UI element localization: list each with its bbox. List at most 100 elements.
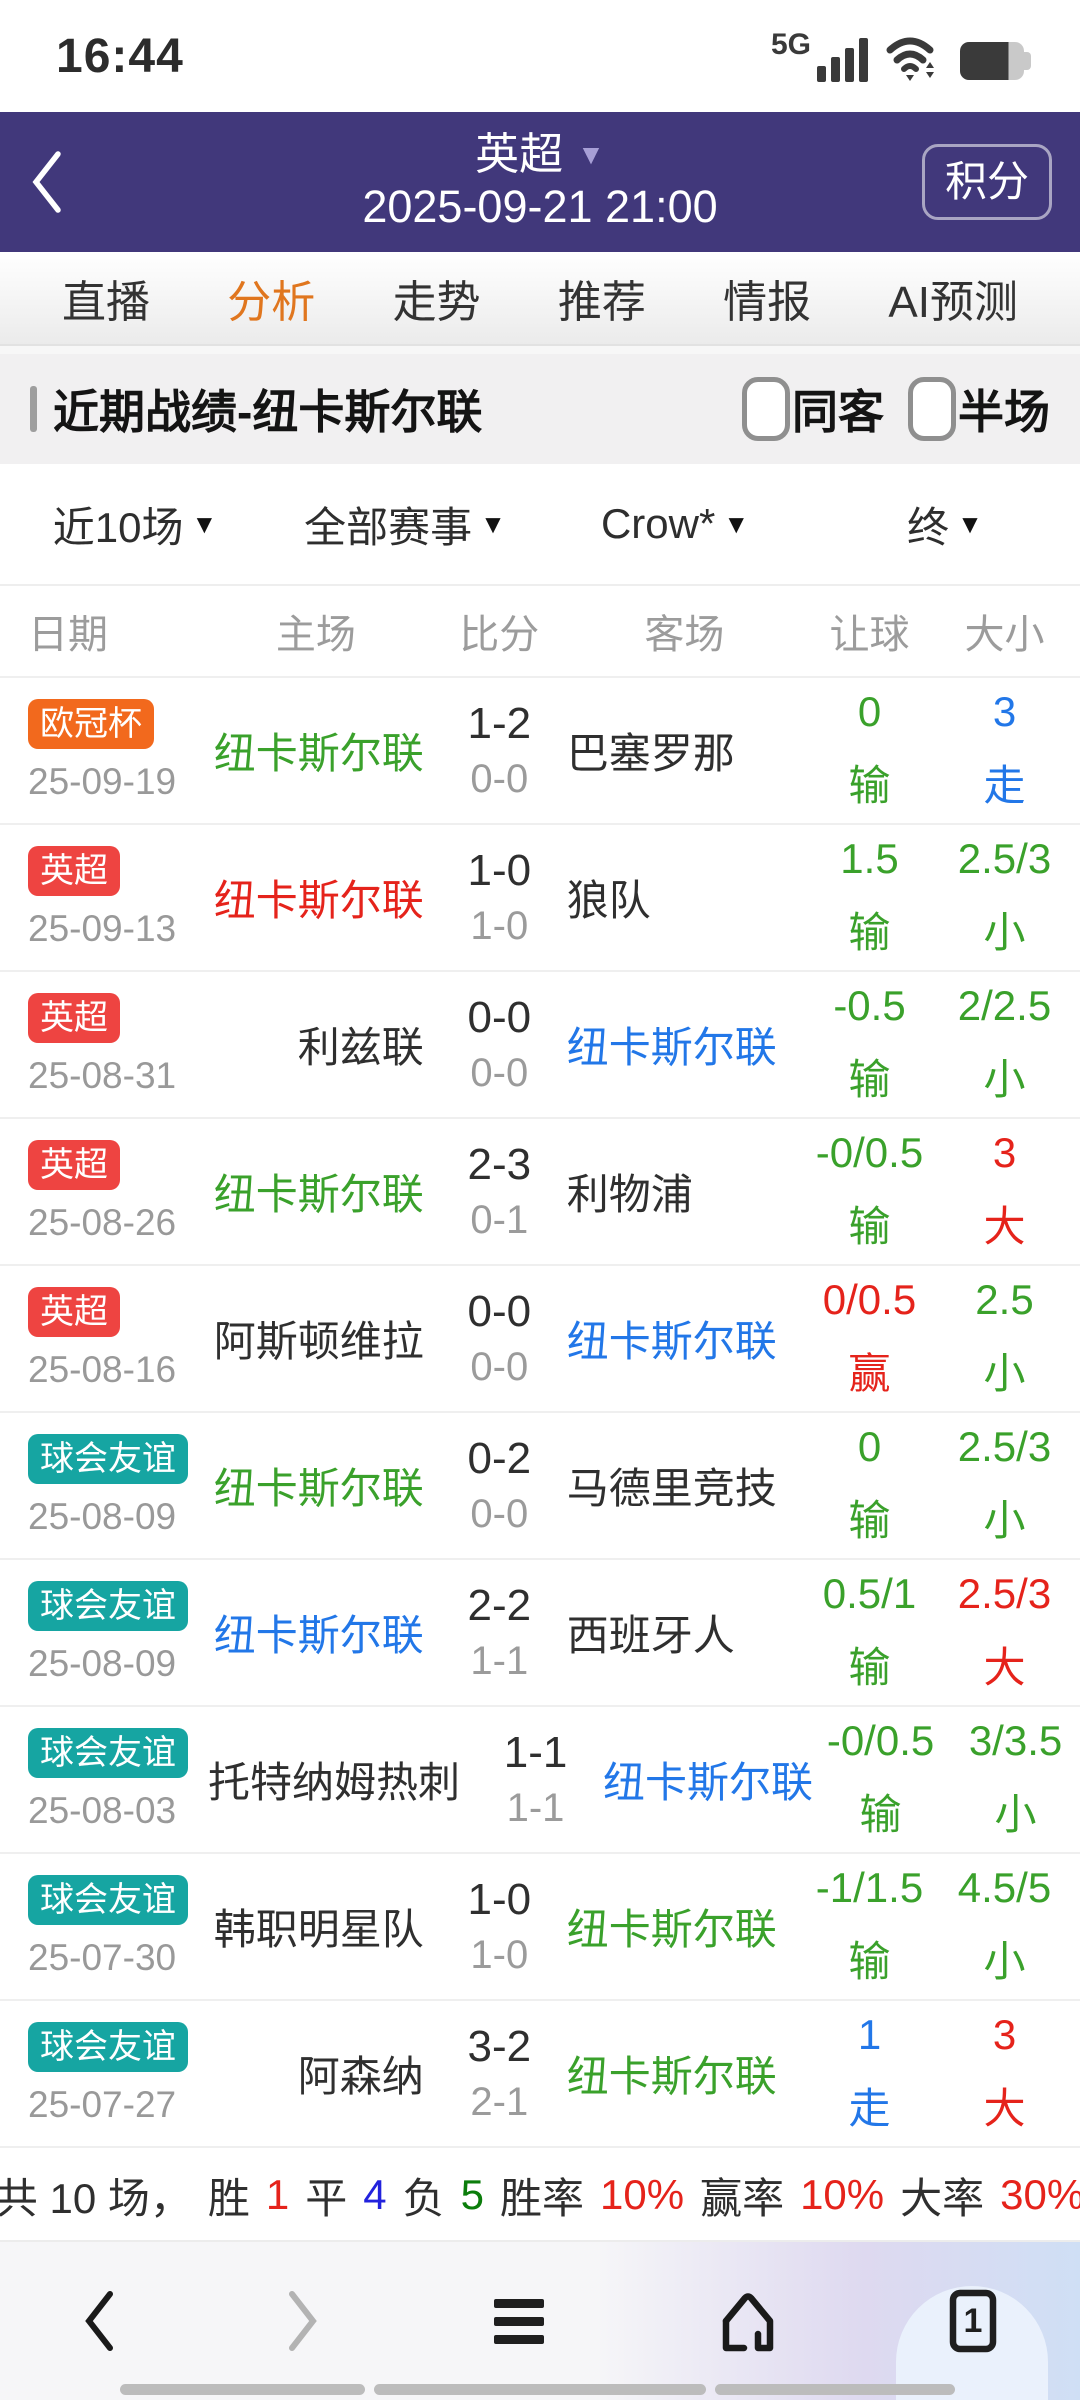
tab-item[interactable]: 走势 (392, 278, 481, 327)
chevron-down-icon: ▼ (191, 508, 218, 539)
filter-dropdown[interactable]: Crow* ▼ (540, 500, 810, 548)
nav-back-icon[interactable] (82, 2290, 116, 2352)
over-under-line: 2.5/3 (957, 835, 1052, 882)
score-cell: 0-0 0-0 (442, 1287, 557, 1390)
score-halftime: 1-0 (470, 1933, 529, 1977)
over-under-line: 4.5/5 (957, 1864, 1052, 1911)
over-under-line: 2.5 (975, 1276, 1034, 1323)
checkbox[interactable] (908, 377, 956, 441)
summary-part: 胜 (207, 2174, 250, 2222)
score-halftime: 0-0 (470, 757, 529, 801)
nav-tabs-icon[interactable]: 1 (948, 2289, 998, 2353)
home-team: 阿森纳 (297, 2053, 424, 2100)
home-team: 利兹联 (297, 1024, 424, 1071)
summary-part: 赢率 (700, 2174, 785, 2222)
competition-badge: 英超 (28, 1286, 120, 1337)
summary-part: 10% (600, 2171, 685, 2218)
handicap-cell: -0/0.5 输 (802, 1129, 937, 1254)
table-row[interactable]: 英超 25-08-16 阿斯顿维拉 0-0 0-0 纽卡斯尔联 0/0.5 赢 2.5 小 (0, 1266, 1080, 1413)
score-halftime: 0-0 (470, 1051, 529, 1095)
filter-dropdown[interactable]: 全部赛事 ▼ (270, 494, 540, 555)
over-under-line: 3 (992, 688, 1017, 735)
handicap-result: 输 (859, 1791, 902, 1838)
tab-item[interactable]: 分析 (227, 278, 316, 327)
chevron-down-icon: ▼ (480, 508, 506, 539)
table-row[interactable]: 英超 25-09-13 纽卡斯尔联 1-0 1-0 狼队 1.5 输 2.5/3 小 (0, 825, 1080, 972)
checkbox-group: 同客 (742, 376, 884, 442)
app-header: 英超 ▼ 2025-09-21 21:00 积分 (0, 112, 1080, 252)
league-selector[interactable]: 英超 ▼ (475, 130, 605, 179)
over-under-cell: 2.5 小 (937, 1276, 1072, 1401)
match-date-cell: 英超 25-09-13 (28, 845, 208, 950)
summary-part: 1 (265, 2171, 290, 2218)
back-icon[interactable] (28, 149, 66, 215)
over-under-line: 2.5/3 (957, 1423, 1052, 1470)
competition-badge: 球会友谊 (28, 1433, 188, 1484)
handicap-line: 1 (857, 2011, 882, 2058)
home-team: 韩职明星队 (213, 1906, 424, 1953)
standings-button[interactable]: 积分 (921, 144, 1052, 220)
table-row[interactable]: 球会友谊 25-08-09 纽卡斯尔联 2-2 1-1 西班牙人 0.5/1 输 2.5/3 大 (0, 1560, 1080, 1707)
match-date-cell: 球会友谊 25-08-09 (28, 1580, 208, 1685)
away-team: 纽卡斯尔联 (603, 1759, 814, 1806)
tab-item[interactable]: 推荐 (557, 278, 646, 327)
table-row[interactable]: 球会友谊 25-08-03 托特纳姆热刺 1-1 1-1 纽卡斯尔联 -0/0.5 输 3/3.… (0, 1707, 1080, 1854)
table-row[interactable]: 球会友谊 25-07-30 韩职明星队 1-0 1-0 纽卡斯尔联 -1/1.5 输 4.5/5… (0, 1854, 1080, 2001)
tabs-highlight-pill (896, 2286, 1048, 2400)
score-halftime: 0-0 (470, 1345, 529, 1389)
summary-part: 30% (1000, 2171, 1080, 2218)
match-date: 25-07-27 (28, 2083, 177, 2125)
chevron-down-icon: ▼ (957, 508, 983, 539)
checkbox-row: 同客 半场 (718, 376, 1050, 442)
handicap-line: 0 (857, 1423, 882, 1470)
handicap-result: 赢 (848, 1350, 891, 1397)
nav-forward-icon[interactable] (286, 2290, 320, 2352)
table-row[interactable]: 球会友谊 25-07-27 阿森纳 3-2 2-1 纽卡斯尔联 1 走 3 大 (0, 2001, 1080, 2148)
filter-label: 全部赛事 (304, 503, 473, 551)
network-type-label: 5G (770, 28, 811, 61)
score-cell: 0-0 0-0 (442, 993, 557, 1096)
home-team: 纽卡斯尔联 (213, 730, 424, 777)
match-date-cell: 英超 25-08-16 (28, 1286, 208, 1391)
over-under-result: 大 (983, 1203, 1026, 1250)
handicap-line: 0 (857, 688, 882, 735)
handicap-line: 0.5/1 (822, 1570, 917, 1617)
checkbox[interactable] (742, 377, 790, 441)
checkbox-label: 同客 (792, 386, 884, 438)
handicap-line: 1.5 (840, 835, 899, 882)
match-date: 25-08-16 (28, 1348, 177, 1390)
tab-item[interactable]: 情报 (723, 278, 812, 327)
home-team: 纽卡斯尔联 (213, 1612, 424, 1659)
summary-part: 胜率 (499, 2174, 584, 2222)
over-under-cell: 2.5/3 小 (937, 1423, 1072, 1548)
away-team: 纽卡斯尔联 (566, 1318, 777, 1365)
tab-item[interactable]: 直播 (62, 278, 150, 327)
handicap-cell: -0/0.5 输 (813, 1717, 948, 1842)
score-halftime: 1-1 (506, 1786, 565, 1830)
tab-item[interactable]: AI预测 (888, 278, 1018, 327)
summary-part: 10% (800, 2171, 885, 2218)
table-row[interactable]: 英超 25-08-26 纽卡斯尔联 2-3 0-1 利物浦 -0/0.5 输 3 大 (0, 1119, 1080, 1266)
handicap-result: 输 (848, 762, 891, 809)
score-cell: 0-2 0-0 (442, 1434, 557, 1537)
over-under-cell: 4.5/5 小 (937, 1864, 1072, 1989)
table-row[interactable]: 英超 25-08-31 利兹联 0-0 0-0 纽卡斯尔联 -0.5 输 2/2.5 小 (0, 972, 1080, 1119)
table-row[interactable]: 球会友谊 25-08-09 纽卡斯尔联 0-2 0-0 马德里竞技 0 输 2.5/3 小 (0, 1413, 1080, 1560)
score-fulltime: 0-2 (467, 1434, 532, 1483)
nav-menu-icon[interactable] (490, 2296, 548, 2346)
match-date-cell: 球会友谊 25-08-09 (28, 1433, 208, 1538)
nav-home-icon[interactable] (718, 2290, 778, 2352)
summary-part: 负 (402, 2174, 445, 2222)
table-row[interactable]: 欧冠杯 25-09-19 纽卡斯尔联 1-2 0-0 巴塞罗那 0 输 3 走 (0, 678, 1080, 825)
status-bar: 16:44 5G (0, 0, 1080, 112)
summary-part: 大率 (900, 2174, 985, 2222)
over-under-cell: 3/3.5 小 (948, 1717, 1080, 1842)
filter-dropdown[interactable]: 近10场 ▼ (0, 494, 270, 555)
tab-bar: 直播 分析 走势 推荐 情报 AI预测 (0, 252, 1080, 346)
score-fulltime: 1-2 (467, 699, 532, 748)
filter-dropdown[interactable]: 终 ▼ (810, 494, 1080, 555)
